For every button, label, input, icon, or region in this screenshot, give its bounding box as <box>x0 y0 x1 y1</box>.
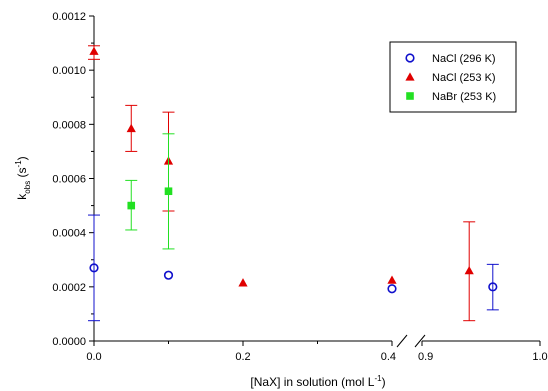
data-point <box>89 46 99 55</box>
legend-label: NaCl (253 K) <box>432 72 496 84</box>
legend: NaCl (296 K) NaCl (253 K) NaBr (253 K) <box>389 41 517 113</box>
data-point <box>127 201 136 210</box>
data-point <box>387 275 397 284</box>
data-point <box>126 123 136 133</box>
series-nabr-253-k <box>125 133 175 250</box>
y-tick-label: 0.0004 <box>52 228 86 240</box>
y-tick-label: 0.0000 <box>52 336 86 348</box>
y-tick-label: 0.0008 <box>52 119 86 131</box>
x-tick-label: 0.0 <box>86 351 101 363</box>
data-point <box>164 187 173 196</box>
data-point <box>238 278 248 287</box>
legend-marker <box>405 53 415 63</box>
legend-marker <box>405 72 415 81</box>
legend-label: NaBr (253 K) <box>432 91 496 103</box>
data-marks <box>88 45 499 322</box>
x-tick-label: 0.2 <box>235 351 250 363</box>
axes: 0.00000.00020.00040.00060.00080.00100.00… <box>52 11 547 363</box>
x-tick-label: 1.0 <box>532 351 547 363</box>
y-tick-label: 0.0006 <box>52 174 86 186</box>
data-point <box>488 282 498 292</box>
data-point <box>387 284 397 294</box>
series-nacl-296-k <box>88 214 499 322</box>
axis-break-mark <box>396 334 408 348</box>
data-point <box>163 270 174 280</box>
x-tick-label: 0.9 <box>418 351 433 363</box>
axis-break-mark <box>414 334 426 348</box>
legend-label: NaCl (296 K) <box>432 53 496 65</box>
y-tick-label: 0.0002 <box>52 282 86 294</box>
data-point <box>89 263 99 273</box>
x-tick-label: 0.4 <box>381 351 396 363</box>
y-axis-title: kobs (s-1) <box>14 156 32 199</box>
x-axis-title: [NaX] in solution (mol L-1) <box>250 374 385 389</box>
legend-marker <box>406 92 414 100</box>
y-tick-label: 0.0012 <box>52 11 86 23</box>
data-point <box>464 265 474 275</box>
y-tick-label: 0.0010 <box>52 65 86 77</box>
